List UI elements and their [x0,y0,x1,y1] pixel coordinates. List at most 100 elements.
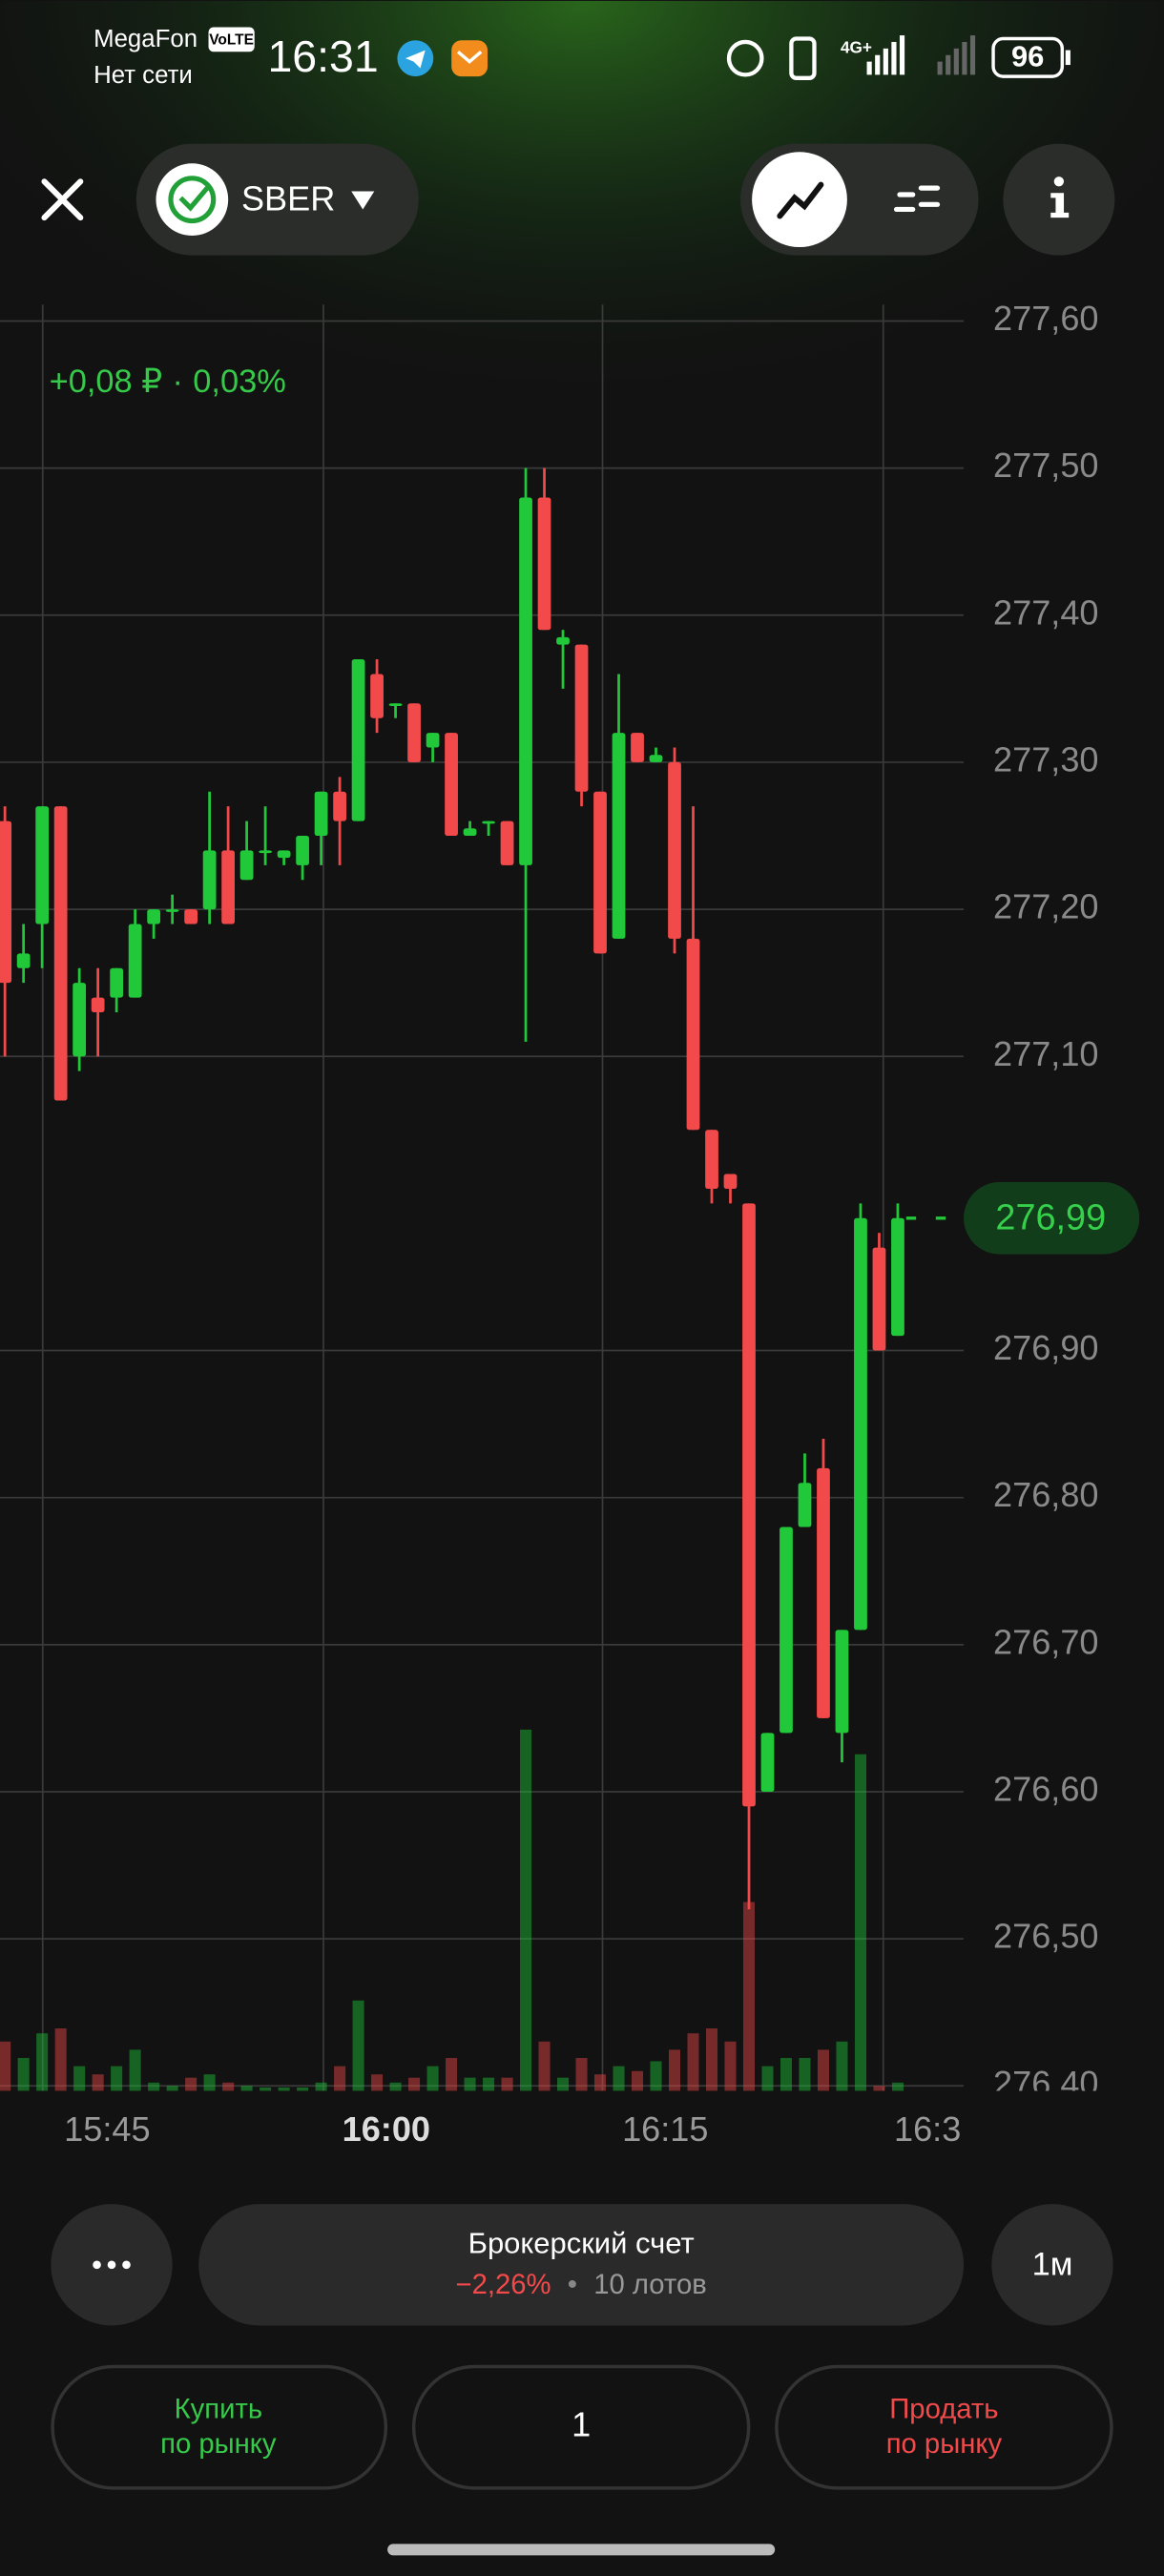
candle-body [723,1174,738,1189]
account-lots: 10 лотов [593,2270,707,2300]
volume-bar [426,2066,439,2091]
volume-bar [817,2049,830,2091]
candle-body [259,850,272,854]
candle-body [705,1130,718,1189]
y-tick-label: 277,40 [993,592,1099,632]
telegram-glyph [405,50,426,69]
battery-tip [1065,50,1070,66]
vibrate-icon [789,36,817,80]
candle-body [277,850,291,859]
candle-body [835,1630,849,1734]
interval-button[interactable] [991,2204,1113,2326]
candle-body [239,850,254,881]
volume-bar [222,2082,235,2091]
candle-body [798,1483,812,1527]
volume-bar [297,2087,309,2091]
change-abs: +0,08 ₽ [50,364,163,400]
candle-body [760,1733,775,1792]
mail-glyph [456,50,483,64]
candle-chart-button[interactable] [893,185,941,213]
line-chart-icon [777,181,824,219]
volume-bar [520,1729,532,2091]
account-info: −2,26% • 10 лотов [456,2270,707,2300]
volume-bar [650,2061,662,2091]
close-button[interactable] [41,178,84,221]
volume-bar [501,2077,513,2091]
sber-logo-check [178,184,211,212]
account-change: −2,26% [456,2270,551,2300]
last-price-label: 276,99 [995,1198,1106,1238]
y-tick-label: 277,50 [993,446,1099,485]
candle-body [370,674,384,718]
candle-body [128,924,142,998]
volte: VoLTE [209,31,254,48]
candle-body [537,497,551,631]
buy-label: Купить [175,2395,262,2425]
volume-bar [0,2041,11,2091]
signal-bars [866,35,905,75]
volume-bar [446,2058,458,2091]
sber-logo [156,163,229,237]
volume-bar [73,2066,86,2091]
vertical-grid [41,304,884,2091]
candle-body [612,733,626,939]
volume-bar [742,1901,756,2091]
candle-body [0,821,12,984]
candle-body [779,1527,793,1734]
volume-bar [594,2074,607,2091]
quantity-field[interactable] [411,2364,751,2490]
carrier: MegaFon [94,26,197,52]
candle-body [426,733,440,748]
candle-body [388,703,403,707]
volume-bar [464,2077,476,2091]
volume-bar [315,2082,327,2091]
volume-bar [371,2074,384,2091]
volume-bar [129,2049,141,2091]
volume-bar [334,2066,346,2091]
candle-body [854,1217,867,1631]
y-tick-label: 277,30 [993,739,1099,779]
sell-button[interactable] [775,2364,1113,2490]
y-tick-label: 277,20 [993,887,1099,926]
candle-body [500,821,514,865]
dropdown-arrow [351,191,375,210]
network: Нет сети [94,62,193,89]
candle-body [649,755,663,762]
volume-bar [148,2082,160,2091]
candle-body [296,836,309,865]
candle-body [73,983,87,1057]
volume-bar [632,2070,644,2091]
volume-bar [687,2033,699,2091]
candle-body [556,636,570,645]
volume-bar [799,2058,811,2091]
volume-bar [873,2086,885,2091]
candles [0,467,904,1910]
horizontal-grid [0,320,965,2088]
volume-bar [613,2066,625,2091]
account-button[interactable] [198,2204,965,2326]
y-tick-label: 276,60 [993,1770,1099,1809]
x-tick-label: 16:3 [894,2109,961,2149]
account-separator: • [568,2270,577,2300]
candle-body [202,850,217,910]
candle-body [314,791,328,837]
volume-bar [166,2086,178,2091]
y-tick-label: 276,40 [993,2064,1099,2103]
last-price-tag [964,1181,1140,1255]
buy-button[interactable] [51,2364,388,2490]
signal-bars-2 [937,35,976,75]
volume-bar [538,2041,551,2091]
volume-bars [0,1729,904,2091]
candle-body [16,953,31,968]
last-price: 276,99 [905,1181,1140,1255]
more-icon [93,2260,131,2270]
top-glow [0,0,1164,691]
volume-bar [36,2033,49,2091]
candle-body [742,1203,756,1807]
volume-bar [761,2066,774,2091]
volume-bar [668,2049,681,2091]
mail-icon [451,40,488,77]
volume-bar [483,2077,495,2091]
